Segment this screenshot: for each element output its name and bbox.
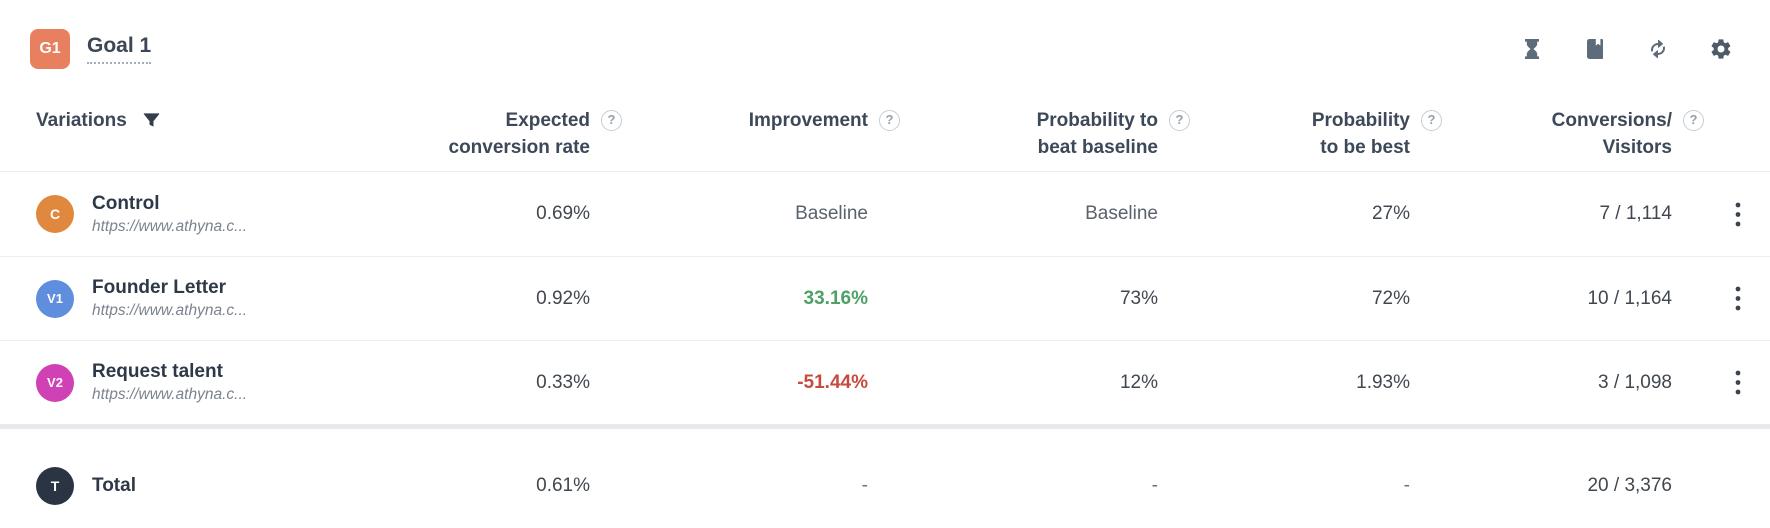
probability-beat-baseline-value: Baseline	[1085, 203, 1158, 224]
probability-to-be-best-value: -	[1403, 474, 1410, 496]
improvement-value: Baseline	[795, 203, 868, 224]
probability-beat-baseline-value: -	[1151, 474, 1158, 496]
column-header-probability-to-be-best: Probability to be best ?	[1158, 107, 1442, 161]
variation-avatar: C	[36, 195, 74, 233]
variations-column-header: Variations	[36, 110, 127, 131]
hourglass-icon[interactable]	[1519, 36, 1545, 62]
total-label: Total	[92, 474, 136, 496]
probability-beat-baseline-value: 12%	[1119, 371, 1158, 393]
variation-avatar: V1	[36, 279, 74, 318]
probability-to-be-best-value: 27%	[1371, 203, 1410, 224]
column-header-improvement: Improvement ?	[590, 107, 900, 161]
variation-url[interactable]: https://www.athyna.c...	[92, 217, 248, 235]
variation-name[interactable]: Founder Letter	[92, 277, 227, 298]
table-row: V2 Request talent https://www.athyna.c..…	[0, 340, 1770, 424]
conversions-visitors-value: 7 / 1,114	[1599, 203, 1672, 224]
settings-gear-icon[interactable]	[1708, 36, 1734, 62]
filter-funnel-icon[interactable]	[142, 111, 161, 130]
expected-conversion-rate-value: 0.69%	[536, 203, 590, 224]
variation-name[interactable]: Request talent	[92, 361, 223, 382]
probability-beat-baseline-value: 73%	[1119, 287, 1158, 309]
header-action-icons	[1519, 36, 1734, 62]
column-header-probability-beat-baseline: Probability to beat baseline ?	[868, 107, 1190, 161]
goal-title[interactable]: Goal 1	[87, 34, 152, 64]
variation-name[interactable]: Control	[92, 192, 160, 214]
total-avatar: T	[36, 466, 74, 505]
total-row: T Total 0.61% - - - 20 / 3,376	[0, 429, 1770, 528]
goal-header: G1 Goal 1	[30, 29, 152, 69]
improvement-value: 33.16%	[803, 287, 868, 309]
column-header-expected-conversion-rate: Expected conversion rate ?	[400, 107, 622, 161]
total-separator	[0, 424, 1770, 429]
help-icon[interactable]: ?	[601, 110, 622, 131]
improvement-value: -	[861, 474, 868, 496]
conversions-visitors-value: 10 / 1,164	[1587, 287, 1672, 309]
refresh-icon[interactable]	[1645, 36, 1671, 62]
expected-conversion-rate-value: 0.33%	[536, 371, 590, 393]
expected-conversion-rate-value: 0.61%	[536, 474, 590, 496]
report-notes-icon[interactable]	[1582, 36, 1608, 62]
goal-badge: G1	[30, 29, 70, 69]
kebab-menu-icon[interactable]	[1733, 367, 1743, 398]
probability-to-be-best-value: 72%	[1371, 287, 1410, 309]
table-row: V1 Founder Letter https://www.athyna.c..…	[0, 256, 1770, 340]
help-icon[interactable]: ?	[1169, 110, 1190, 131]
help-icon[interactable]: ?	[1421, 110, 1442, 131]
improvement-value: -51.44%	[797, 371, 868, 393]
conversions-visitors-value: 3 / 1,098	[1598, 371, 1672, 393]
variation-url[interactable]: https://www.athyna.c...	[92, 302, 248, 319]
probability-to-be-best-value: 1.93%	[1356, 371, 1410, 393]
help-icon[interactable]: ?	[1683, 110, 1704, 131]
variation-avatar: V2	[36, 363, 74, 402]
conversions-visitors-value: 20 / 3,376	[1587, 474, 1672, 496]
kebab-menu-icon[interactable]	[1733, 199, 1743, 230]
variation-url[interactable]: https://www.athyna.c...	[92, 386, 248, 403]
column-header-conversions-visitors: Conversions/ Visitors ?	[1410, 107, 1704, 161]
table-row: C Control https://www.athyna.c... 0.69% …	[0, 172, 1770, 256]
card-header: G1 Goal 1	[0, 0, 1770, 92]
kebab-menu-icon[interactable]	[1733, 283, 1743, 314]
expected-conversion-rate-value: 0.92%	[536, 287, 590, 309]
table-header-row: Variations Expected conversion rate ? Im…	[0, 92, 1770, 172]
help-icon[interactable]: ?	[879, 110, 900, 131]
